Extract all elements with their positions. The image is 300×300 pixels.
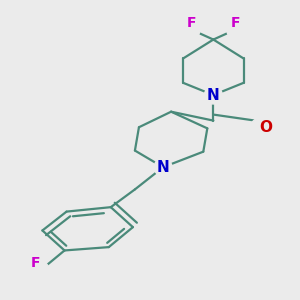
Circle shape xyxy=(204,86,222,104)
Circle shape xyxy=(226,21,244,38)
Circle shape xyxy=(154,158,172,176)
Text: F: F xyxy=(31,256,40,270)
Text: F: F xyxy=(187,16,196,30)
Circle shape xyxy=(182,21,200,38)
Text: F: F xyxy=(231,16,240,30)
Text: N: N xyxy=(207,88,220,103)
Circle shape xyxy=(251,118,268,136)
Text: N: N xyxy=(157,160,169,175)
Text: O: O xyxy=(260,120,273,135)
Circle shape xyxy=(32,262,49,279)
